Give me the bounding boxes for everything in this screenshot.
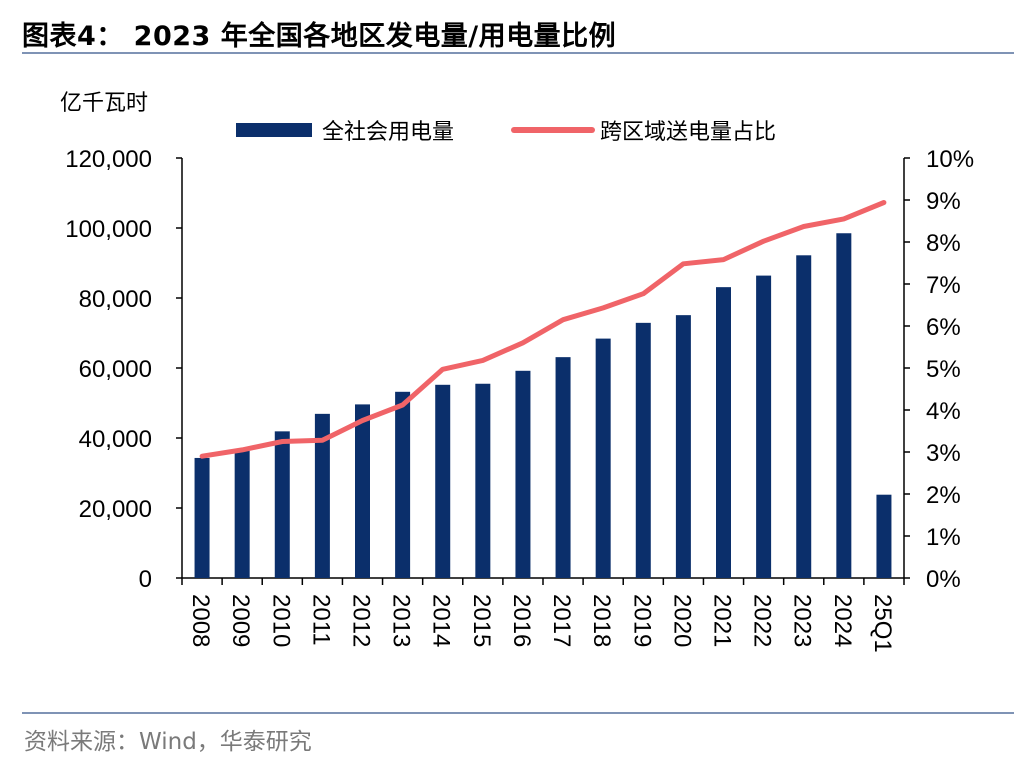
bar-2022: [756, 275, 772, 578]
left-tick-label: 80,000: [79, 286, 152, 313]
source-note: 资料来源：Wind，华泰研究: [24, 729, 312, 755]
bar-2010: [274, 431, 290, 578]
right-tick-label: 9%: [926, 188, 961, 215]
right-tick-label: 7%: [926, 272, 961, 299]
bar-2012: [355, 404, 370, 578]
tick-labels: 0 20,000 40,000 60,000 80,000 100,000 120,000 0…: [65, 146, 974, 653]
right-tick-label: 4%: [926, 398, 961, 425]
x-tick-label: 2021: [709, 594, 736, 647]
x-tick-label: 2013: [388, 594, 415, 647]
x-tick-label: 2014: [428, 594, 455, 647]
bar-2013: [395, 391, 411, 578]
bar-2015: [475, 383, 491, 578]
bar-2016: [515, 370, 531, 578]
x-tick-label: 2015: [468, 594, 495, 647]
right-tick-label: 1%: [926, 524, 961, 551]
x-tick-label: 2016: [508, 594, 535, 647]
bar-2008: [194, 457, 210, 578]
legend-label-consumption: 全社会用电量: [322, 120, 454, 145]
left-tick-label: 20,000: [79, 496, 152, 523]
x-tick-label: 2017: [548, 594, 575, 647]
left-tick-label: 40,000: [79, 426, 152, 453]
x-tick-label: 2009: [227, 594, 254, 647]
x-tick-label: 25Q1: [869, 594, 896, 653]
right-tick-label: 2%: [926, 482, 961, 509]
title-divider: [22, 52, 1014, 54]
right-tick-label: 6%: [926, 314, 961, 341]
left-tick-label: 100,000: [65, 216, 152, 243]
x-tick-label: 2023: [789, 594, 816, 647]
left-tick-label: 0: [139, 566, 152, 593]
x-tick-label: 2024: [829, 594, 856, 647]
left-tick-label: 120,000: [65, 146, 152, 173]
x-tick-label: 2011: [307, 594, 334, 646]
footer-divider: [22, 712, 1014, 714]
bar-2018: [595, 338, 611, 578]
bars-group: [194, 233, 892, 579]
x-tick-label: 2012: [348, 594, 375, 647]
x-tick-label: 2019: [628, 594, 655, 647]
right-tick-label: 5%: [926, 356, 961, 383]
bar-25Q1: [876, 494, 892, 578]
x-tick-label: 2008: [187, 594, 214, 647]
legend-swatch-bar: [236, 123, 312, 137]
right-tick-label: 8%: [926, 230, 961, 257]
legend-label-cross-region-share: 跨区域送电量占比: [600, 120, 776, 145]
bar-2009: [234, 449, 250, 578]
right-tick-label: 10%: [926, 146, 974, 173]
chart-title: 图表4： 2023 年全国各地区发电量/用电量比例: [22, 21, 617, 52]
line-group: [199, 200, 887, 459]
cross-region-share-line: [199, 200, 887, 459]
right-tick-label: 3%: [926, 440, 961, 467]
bar-2023: [796, 255, 812, 579]
x-tick-label: 2020: [668, 594, 695, 647]
x-tick-label: 2022: [749, 594, 776, 647]
legend: 全社会用电量 跨区域送电量占比: [236, 120, 776, 145]
x-tick-label: 2018: [588, 594, 615, 647]
bar-2011: [314, 413, 330, 578]
left-tick-label: 60,000: [79, 356, 152, 383]
bar-2014: [435, 384, 451, 578]
axes: [176, 157, 910, 585]
bar-2020: [675, 315, 691, 578]
bar-2024: [836, 233, 852, 578]
bar-2021: [716, 287, 731, 578]
bar-2019: [635, 322, 651, 578]
left-axis-unit-label: 亿千瓦时: [60, 91, 148, 116]
x-tick-label: 2010: [267, 594, 294, 647]
right-tick-label: 0%: [926, 566, 961, 593]
bar-2017: [555, 357, 571, 578]
